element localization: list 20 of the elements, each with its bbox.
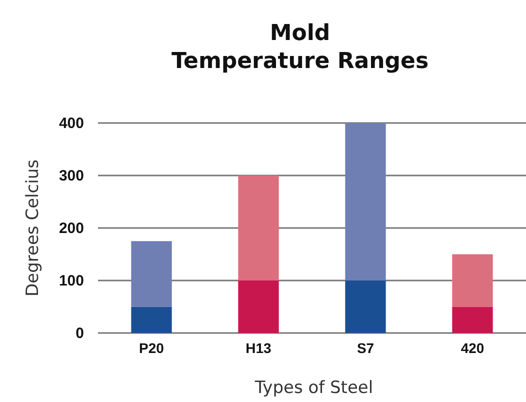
bar bbox=[452, 254, 493, 307]
x-tick-label: S7 bbox=[356, 340, 374, 356]
bar bbox=[345, 123, 386, 280]
y-tick-label: 300 bbox=[58, 167, 84, 184]
y-tick-label: 200 bbox=[58, 220, 84, 237]
bar bbox=[131, 241, 172, 307]
bar bbox=[345, 280, 386, 333]
y-tick-label: 100 bbox=[58, 272, 84, 290]
bar bbox=[238, 280, 279, 333]
chart-title: Mold Temperature Ranges bbox=[171, 21, 429, 74]
y-tick-label: 0 bbox=[76, 324, 84, 342]
y-axis-title: Degrees Celcius bbox=[23, 159, 43, 296]
bar bbox=[238, 176, 279, 280]
x-tick-label: H13 bbox=[246, 340, 272, 356]
x-tick-label: P20 bbox=[139, 340, 164, 356]
y-tick-label: 400 bbox=[58, 114, 84, 132]
x-tick-label: 420 bbox=[460, 340, 484, 356]
bar bbox=[452, 306, 493, 333]
x-axis-title: Types of Steel bbox=[254, 378, 374, 398]
bar bbox=[131, 306, 172, 333]
